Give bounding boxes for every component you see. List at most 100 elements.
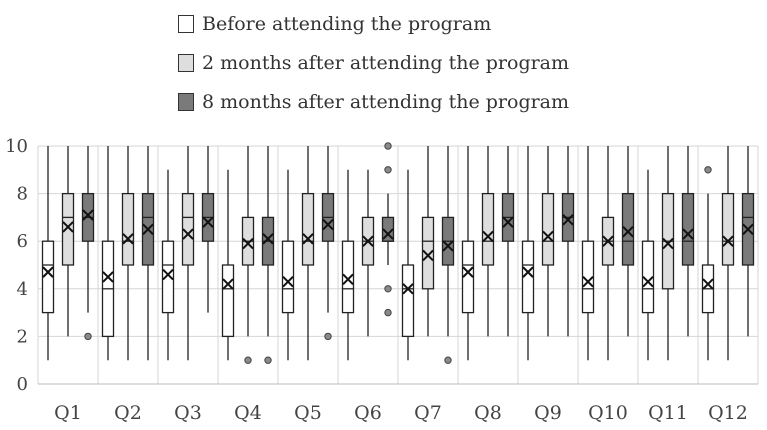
y-tick-label: 10: [5, 136, 28, 157]
mean-marker: [62, 221, 74, 233]
outlier-point: [84, 332, 92, 341]
box: [181, 192, 195, 266]
box: [221, 264, 235, 338]
box-q5-series-2: [301, 146, 315, 361]
box: [421, 216, 435, 290]
legend: Before attending the program 2 months af…: [178, 4, 569, 121]
x-tick-label: Q9: [534, 402, 562, 424]
y-tick-label: 2: [17, 326, 28, 347]
mean-marker: [262, 233, 274, 245]
box-q10-series-1: [581, 146, 595, 361]
outlier-point: [384, 142, 392, 150]
x-tick-label: Q3: [174, 402, 202, 424]
legend-swatch-8-months: [178, 92, 194, 111]
box: [341, 240, 355, 314]
mean-marker: [102, 271, 114, 283]
mean-marker: [302, 233, 314, 245]
box-q1-series-3: [81, 146, 95, 341]
box: [161, 240, 175, 314]
outlier-point: [384, 166, 392, 174]
box: [721, 192, 735, 266]
outlier-point: [384, 285, 392, 293]
outlier-point: [704, 166, 712, 174]
mean-marker: [282, 275, 294, 288]
mean-marker: [462, 266, 474, 278]
box: [281, 240, 295, 314]
box: [681, 192, 695, 266]
legend-label-2-months: 2 months after attending the program: [202, 51, 570, 74]
x-tick-label: Q8: [474, 402, 502, 424]
box-q6-series-1: [341, 169, 355, 361]
box-q1-series-1: [41, 146, 55, 361]
mean-marker: [502, 216, 514, 228]
outlier-point: [324, 332, 332, 341]
y-tick-label: 8: [17, 184, 28, 205]
x-tick-label: Q11: [648, 402, 688, 424]
mean-marker: [362, 235, 374, 247]
mean-marker: [82, 209, 94, 221]
box-q4-series-1: [221, 169, 235, 361]
plot-area: [41, 142, 755, 364]
legend-label-before: Before attending the program: [202, 12, 492, 35]
outlier-point: [264, 356, 272, 364]
box: [641, 240, 655, 314]
box: [121, 192, 135, 266]
box-q5-series-3: [321, 146, 335, 341]
mean-marker: [202, 216, 214, 228]
mean-marker: [162, 268, 174, 281]
box-q9-series-3: [561, 146, 575, 337]
box-q6-series-3: [381, 142, 395, 317]
box-q7-series-3: [441, 146, 455, 364]
mean-marker: [582, 275, 594, 288]
mean-marker: [662, 237, 674, 250]
box-q12-series-3: [741, 146, 755, 337]
box: [521, 240, 535, 314]
box-q12-series-2: [721, 146, 735, 361]
legend-item-before: Before attending the program: [178, 4, 569, 43]
x-tick-label: Q4: [234, 402, 262, 424]
mean-marker: [522, 266, 534, 278]
box-q2-series-2: [121, 146, 135, 361]
x-tick-label: Q5: [294, 402, 322, 424]
legend-swatch-2-months: [178, 53, 194, 72]
legend-swatch-before: [178, 14, 194, 33]
mean-marker: [702, 278, 714, 290]
x-tick-label: Q6: [354, 402, 382, 424]
mean-marker: [622, 225, 634, 238]
box-q12-series-1: [701, 166, 715, 361]
box-q4-series-2: [241, 146, 255, 364]
mean-marker: [242, 237, 254, 250]
box: [41, 240, 55, 314]
box-q2-series-1: [101, 146, 115, 361]
box-q3-series-3: [201, 146, 215, 313]
mean-marker: [562, 214, 574, 226]
mean-marker: [482, 230, 494, 243]
mean-marker: [742, 223, 754, 236]
y-tick-label: 0: [17, 374, 28, 395]
box-q7-series-2: [421, 146, 435, 337]
x-tick-label: Q10: [588, 402, 628, 424]
y-axis: 0 2 4 6 8 10: [5, 136, 28, 395]
box-q11-series-3: [681, 146, 695, 337]
box-q3-series-1: [161, 169, 175, 361]
outlier-point: [384, 308, 392, 317]
box-q8-series-3: [501, 146, 515, 337]
x-axis: Q1 Q2 Q3 Q4 Q5 Q6 Q7 Q8 Q9 Q10 Q11 Q12: [38, 383, 758, 424]
x-tick-label: Q1: [54, 402, 82, 424]
y-tick-label: 4: [17, 279, 28, 300]
box-q10-series-3: [621, 146, 635, 337]
mean-marker: [542, 230, 554, 243]
box-q4-series-3: [261, 146, 275, 364]
mean-marker: [422, 249, 434, 262]
box: [401, 264, 415, 338]
mean-marker: [682, 228, 694, 240]
box-q11-series-1: [641, 169, 655, 361]
legend-item-2-months: 2 months after attending the program: [178, 43, 569, 82]
x-tick-label: Q2: [114, 402, 142, 424]
box: [481, 192, 495, 266]
mean-marker: [222, 278, 234, 290]
box: [621, 192, 635, 266]
mean-marker: [322, 218, 334, 231]
outlier-point: [244, 356, 252, 364]
